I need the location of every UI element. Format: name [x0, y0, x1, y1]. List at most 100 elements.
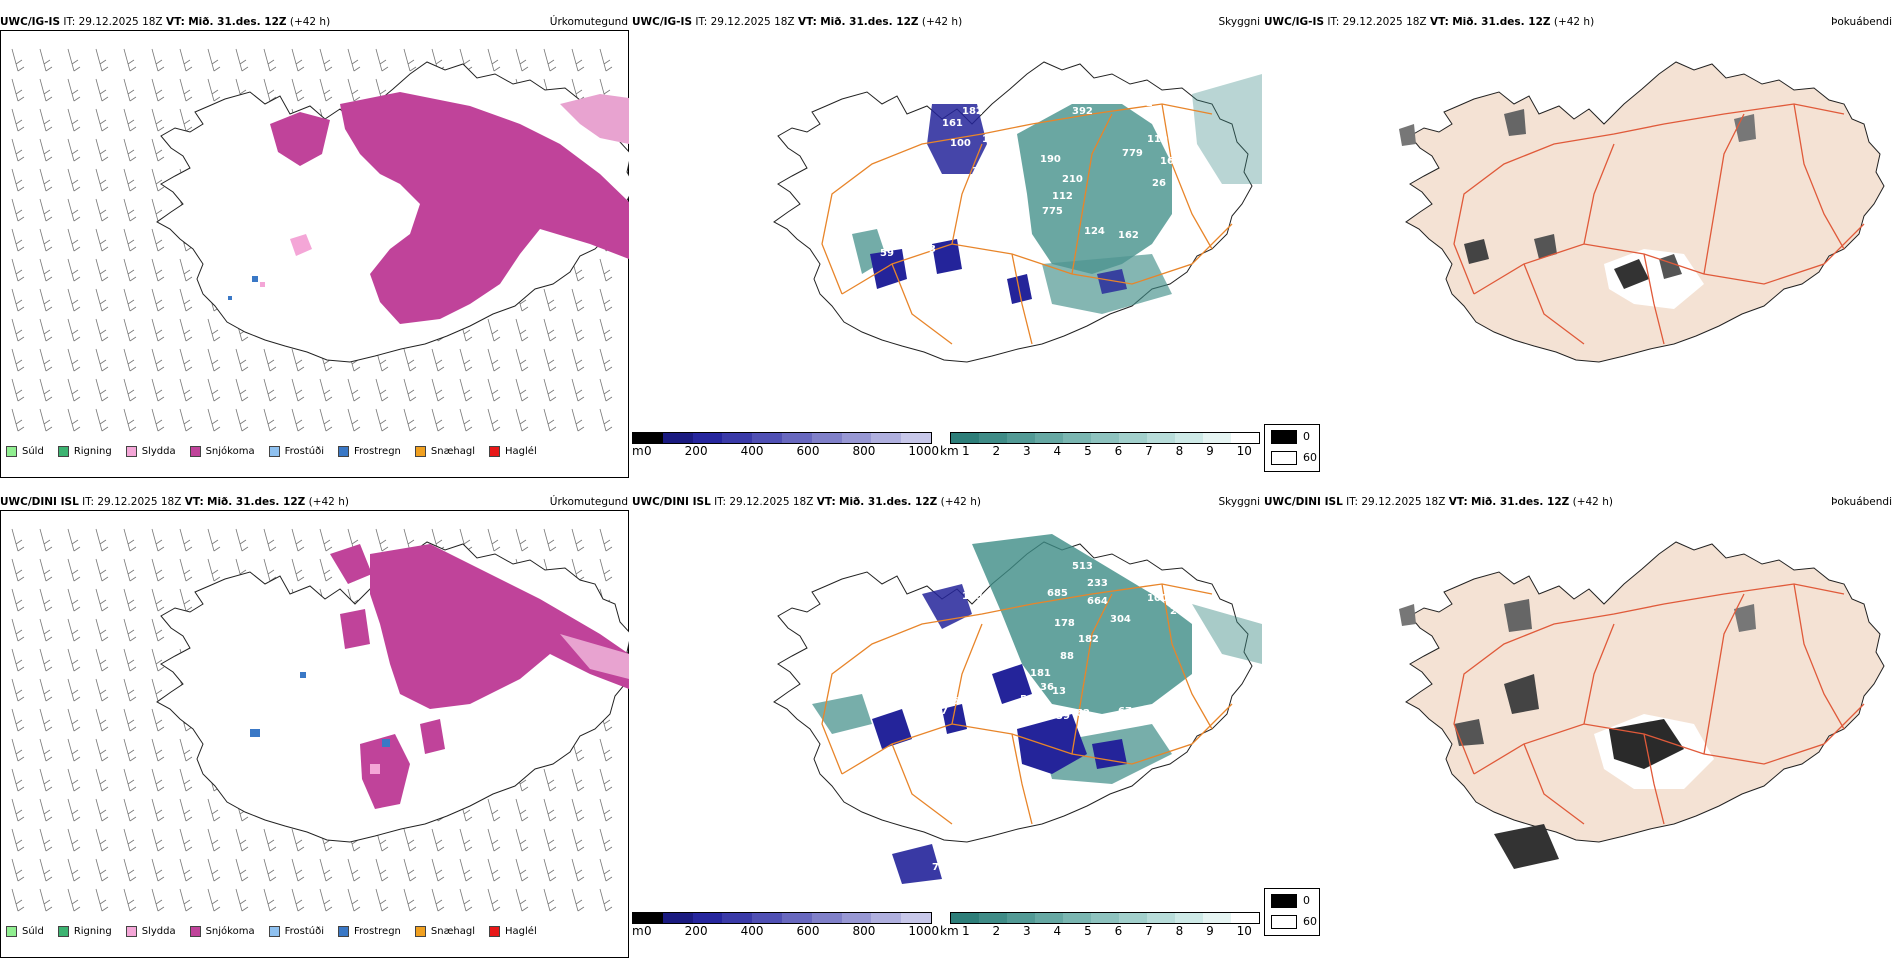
wind-barb — [67, 198, 81, 222]
model-name: UWC/DINI ISL — [1264, 496, 1343, 508]
colorbar-tick-label: 400 — [740, 444, 764, 458]
it-value: 29.12.2025 18Z — [729, 496, 814, 508]
colorbar-tick-label: 6 — [1114, 444, 1123, 458]
wind-barb — [67, 288, 81, 312]
precip-type-map — [11, 528, 629, 912]
wind-barb — [347, 378, 361, 402]
wind-barb — [123, 528, 137, 552]
precip-type-map — [11, 48, 629, 432]
wind-barb — [515, 48, 529, 72]
wind-barb — [123, 738, 137, 762]
wind-barb — [95, 648, 109, 672]
wind-barb — [571, 348, 585, 372]
ceiling-value-label: 664 — [1087, 596, 1108, 607]
wind-barb — [515, 528, 529, 552]
colorbar-segment — [979, 433, 1007, 443]
model-name: UWC/IG-IS — [1264, 16, 1325, 28]
colorbar-tick-label: 1 — [962, 924, 970, 938]
panel-header: UWC/DINI ISL IT: 29.12.2025 18Z VT: Mið.… — [632, 494, 1262, 510]
wind-barb — [319, 48, 333, 72]
road-line — [1453, 583, 1845, 775]
wind-barb — [123, 198, 137, 222]
fog-legend-swatch — [1271, 430, 1297, 444]
wind-barb — [95, 858, 109, 882]
wind-barb — [123, 138, 137, 162]
wind-barb — [515, 888, 529, 912]
wind-barb — [67, 78, 81, 102]
colorbar-segment — [633, 433, 663, 443]
wind-barb — [123, 588, 137, 612]
wind-barb — [543, 408, 557, 432]
lead-time: (+42 h) — [1553, 16, 1595, 28]
colorbar-tick-label: 600 — [796, 924, 820, 938]
wind-barb — [599, 348, 613, 372]
wind-barb — [599, 48, 613, 72]
colorbar-tick-label: 9 — [1206, 924, 1214, 938]
it-label: IT: — [714, 496, 727, 508]
road-line — [1583, 623, 1615, 725]
wind-barb — [95, 138, 109, 162]
wind-barb — [39, 828, 53, 852]
colorbar-segment — [781, 433, 812, 443]
legend-item: Haglél — [489, 446, 537, 457]
wind-barb — [291, 348, 305, 372]
road-line — [1643, 253, 1665, 345]
wind-barb — [263, 48, 277, 72]
wind-barb — [599, 858, 613, 882]
it-value: 29.12.2025 18Z — [710, 16, 795, 28]
wind-barb — [151, 228, 165, 252]
ceiling-value-label: 182 — [1078, 634, 1099, 645]
wind-barb — [263, 828, 277, 852]
wind-barb — [347, 48, 361, 72]
fog-legend-label: 0 — [1303, 894, 1310, 907]
wind-barb — [11, 768, 25, 792]
it-label: IT: — [82, 496, 95, 508]
wind-barb — [291, 78, 305, 102]
ceiling-value-label: 161 — [942, 118, 963, 129]
wind-barb — [95, 798, 109, 822]
wind-barb — [39, 708, 53, 732]
ceiling-value-label: 69 — [952, 696, 966, 707]
wind-barb — [39, 798, 53, 822]
wind-barb — [179, 78, 193, 102]
colorbar-tick-label: 5 — [1084, 444, 1092, 458]
legend-item: Snjókoma — [189, 926, 255, 937]
wind-barb — [319, 378, 333, 402]
wind-barb — [123, 408, 137, 432]
road-line — [1523, 263, 1585, 345]
wind-barb — [11, 48, 25, 72]
wind-barb — [151, 828, 165, 852]
wind-barb — [431, 408, 445, 432]
wind-barb — [67, 108, 81, 132]
wind-barb — [543, 318, 557, 342]
road-line — [1703, 593, 1745, 755]
ceiling-value-label: 26 — [1152, 178, 1166, 189]
wind-barb — [67, 588, 81, 612]
wind-barb — [291, 378, 305, 402]
wind-barb — [151, 858, 165, 882]
colorbar-tick-label: 6 — [1114, 924, 1123, 938]
wind-barb — [543, 858, 557, 882]
colorbar-tick-label: 4 — [1053, 924, 1062, 938]
wind-barb — [543, 378, 557, 402]
wind-barb — [151, 798, 165, 822]
wind-barb — [11, 678, 25, 702]
wind-barb — [151, 348, 165, 372]
precip-dots — [250, 672, 390, 774]
it-label: IT: — [695, 16, 708, 28]
wind-barb — [11, 288, 25, 312]
ceiling-value-label: 203 — [1170, 606, 1191, 617]
colorbar-segment — [951, 433, 979, 443]
wind-barb — [151, 528, 165, 552]
wind-barb — [11, 798, 25, 822]
wind-barb — [11, 138, 25, 162]
wind-barb — [39, 888, 53, 912]
panel-header: UWC/DINI ISL IT: 29.12.2025 18Z VT: Mið.… — [1264, 494, 1894, 510]
road-line — [951, 623, 983, 725]
colorbar-segment — [1007, 913, 1035, 923]
wind-barb — [431, 888, 445, 912]
wind-barb — [571, 798, 585, 822]
wind-barb — [39, 168, 53, 192]
wind-barb — [179, 48, 193, 72]
road-line — [951, 143, 983, 245]
